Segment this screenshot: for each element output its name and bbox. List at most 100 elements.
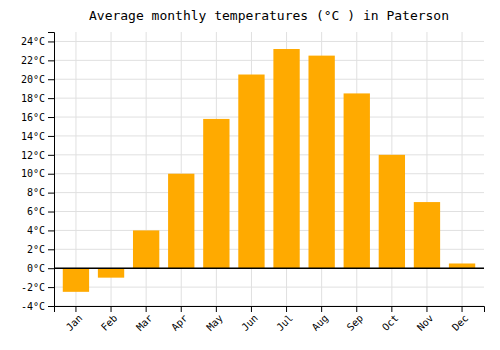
- x-tick: Mar: [134, 306, 155, 333]
- x-tick-label: May: [204, 312, 225, 333]
- x-tick-mark: [321, 306, 322, 312]
- y-tick-mark: [48, 60, 54, 61]
- x-tick: Sep: [345, 306, 366, 333]
- y-tick-label: 22°C: [21, 55, 45, 66]
- y-tick: 4°C: [27, 225, 54, 236]
- y-tick-label: 24°C: [21, 36, 45, 47]
- x-tick-mark: [356, 306, 357, 312]
- grid-line-y: [54, 135, 484, 136]
- x-tick-label: Nov: [415, 312, 436, 333]
- y-tick: -4°C: [21, 301, 54, 312]
- y-tick: 16°C: [21, 112, 54, 123]
- x-tick: Jul: [274, 306, 295, 333]
- y-tick: 2°C: [27, 244, 54, 255]
- y-tick-label: 16°C: [21, 112, 45, 123]
- y-tick-mark: [48, 79, 54, 80]
- bar: [308, 56, 334, 269]
- grid-line-y: [54, 79, 484, 80]
- y-tick-mark: [48, 155, 54, 156]
- plot: -4°C -2°C 0°C 2°C 4°C 6°C 8°C 10°C 12°C 14°C 16°C 1…: [21, 32, 485, 333]
- y-tick-mark: [48, 306, 54, 307]
- x-tick-label: Apr: [169, 312, 190, 333]
- x-tick: Feb: [99, 306, 120, 333]
- x-tick-mark: [426, 306, 427, 312]
- bar: [203, 119, 229, 268]
- grid-line-y: [54, 98, 484, 99]
- y-tick-label: 4°C: [27, 225, 45, 236]
- y-tick-label: -2°C: [21, 282, 45, 293]
- x-tick-label: Oct: [380, 312, 401, 333]
- x-tick-label: Mar: [134, 312, 155, 333]
- y-tick: 24°C: [21, 36, 54, 47]
- y-tick-mark: [48, 41, 54, 42]
- bar: [414, 202, 440, 268]
- grid-line-y: [54, 41, 484, 42]
- grid-line-y: [54, 192, 484, 193]
- bar: [133, 230, 159, 268]
- grid-line-y: [54, 117, 484, 118]
- grid-line-x: [75, 32, 76, 306]
- y-tick: 12°C: [21, 150, 54, 161]
- x-tick-label: Jan: [64, 312, 85, 333]
- zero-line: [54, 267, 484, 269]
- bars: [54, 49, 484, 292]
- y-tick-mark: [48, 212, 54, 213]
- x-tick: May: [204, 306, 225, 333]
- x-axis: Jan Feb Mar Apr May Jun Jul Aug Sep Oct Nov Dec: [55, 306, 485, 333]
- y-tick: 0°C: [27, 263, 54, 274]
- bar: [273, 49, 299, 268]
- x-tick: Jun: [239, 306, 260, 333]
- chart: -4°C -2°C 0°C 2°C 4°C 6°C 8°C 10°C 12°C 14°C 16°C 1…: [0, 0, 500, 350]
- title: Average monthly temperatures (°C ) in Pa…: [89, 8, 449, 23]
- y-tick: 22°C: [21, 55, 54, 66]
- x-tick-mark: [216, 306, 217, 312]
- y-tick-mark: [48, 268, 54, 269]
- y-tick-label: 20°C: [21, 74, 45, 85]
- x-tick-label: Jun: [239, 312, 260, 333]
- x-tick-mark: [286, 306, 287, 312]
- bar: [344, 93, 370, 268]
- x-tick: Nov: [415, 306, 436, 333]
- y-tick: 8°C: [27, 187, 54, 198]
- x-tick-mark: [111, 306, 112, 312]
- grid-line-y: [54, 287, 484, 288]
- y-tick-label: 0°C: [27, 263, 45, 274]
- x-tick-mark: [251, 306, 252, 312]
- y-tick: -2°C: [21, 282, 54, 293]
- x-tick-mark: [181, 306, 182, 312]
- bar: [168, 174, 194, 268]
- x-axis-line: [55, 307, 485, 313]
- y-axis-line: [48, 33, 55, 307]
- y-tick-mark: [48, 193, 54, 194]
- y-tick-label: -4°C: [21, 301, 45, 312]
- y-tick-mark: [48, 287, 54, 288]
- y-tick-label: 6°C: [27, 206, 45, 217]
- y-axis: -4°C -2°C 0°C 2°C 4°C 6°C 8°C 10°C 12°C 14°C 16°C 1…: [21, 33, 55, 312]
- bar: [238, 75, 264, 269]
- y-tick-label: 18°C: [21, 93, 45, 104]
- x-tick-label: Feb: [99, 312, 120, 333]
- x-tick-label: Aug: [310, 312, 331, 333]
- x-tick-label: Sep: [345, 312, 366, 333]
- y-tick: 20°C: [21, 74, 54, 85]
- grid-line-x: [111, 32, 112, 306]
- x-tick-mark: [391, 306, 392, 312]
- x-tick: Jan: [64, 306, 85, 333]
- y-tick-label: 12°C: [21, 150, 45, 161]
- x-tick-label: Jul: [274, 312, 295, 333]
- y-tick-label: 14°C: [21, 131, 45, 142]
- x-tick: Oct: [380, 306, 401, 333]
- x-tick: Apr: [169, 306, 190, 333]
- y-tick-mark: [48, 98, 54, 99]
- grid-line-y: [54, 154, 484, 155]
- y-tick: 10°C: [21, 168, 54, 179]
- grid-line-y: [54, 173, 484, 174]
- y-tick-label: 10°C: [21, 168, 45, 179]
- x-tick: Dec: [450, 306, 471, 333]
- x-tick-label: Dec: [450, 312, 471, 333]
- y-tick-mark: [48, 174, 54, 175]
- y-tick-label: 2°C: [27, 244, 45, 255]
- grid-line-y: [54, 268, 484, 269]
- y-tick-mark: [48, 117, 54, 118]
- y-tick: 6°C: [27, 206, 54, 217]
